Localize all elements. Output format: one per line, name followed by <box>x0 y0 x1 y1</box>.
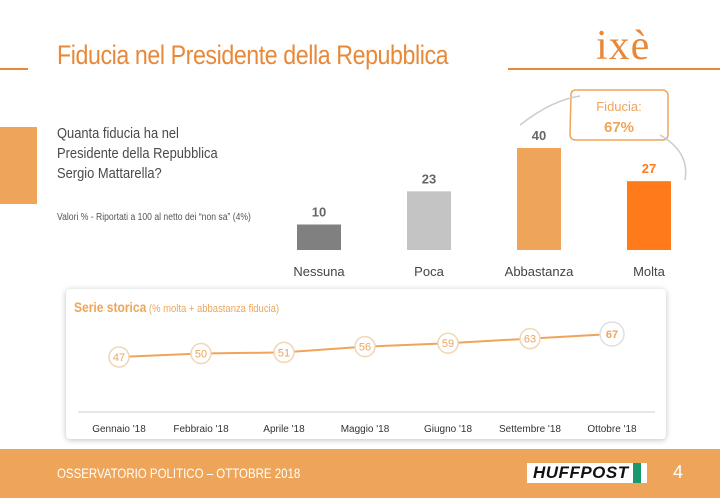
ixe-logo: ixè <box>596 23 651 69</box>
bar-poca <box>407 191 451 250</box>
serie-x-label: Maggio '18 <box>341 424 390 435</box>
serie-x-label: Febbraio '18 <box>173 424 229 435</box>
bar-category-label: Poca <box>414 264 444 279</box>
serie-point <box>108 346 130 368</box>
bar-value-label: 27 <box>642 161 656 176</box>
huffpost-logo: HUFFPOST <box>527 463 647 483</box>
serie-x-label: Giugno '18 <box>424 424 472 435</box>
huffpost-wordmark: HUFFPOST <box>533 463 629 482</box>
serie-storica-title: Serie storica (% molta + abbastanza fidu… <box>74 299 279 317</box>
bar-category-label: Molta <box>633 264 666 279</box>
callout-label: Fiducia: <box>596 99 642 114</box>
title-rule-right <box>508 68 720 70</box>
serie-point-label: 50 <box>195 349 207 361</box>
bar-value-label: 10 <box>312 205 326 220</box>
serie-x-label: Aprile '18 <box>263 424 305 435</box>
serie-x-label: Ottobre '18 <box>587 424 637 435</box>
serie-point-label: 51 <box>278 347 290 359</box>
serie-point <box>519 327 541 350</box>
serie-point-label: 47 <box>113 352 125 364</box>
bar-abbastanza <box>517 148 561 250</box>
fiducia-callout-box <box>569 89 669 141</box>
side-accent-block <box>0 127 37 204</box>
callout-arc-right <box>659 134 687 181</box>
serie-x-label: Settembre '18 <box>499 424 561 435</box>
serie-point-label: 67 <box>606 329 618 341</box>
bar-value-label: 23 <box>422 171 436 186</box>
serie-title-main: Serie storica <box>74 299 147 315</box>
serie-point <box>354 335 376 358</box>
serie-storica-panel <box>66 289 666 439</box>
bar-category-label: Abbastanza <box>505 264 574 279</box>
serie-point <box>190 342 212 365</box>
bar-nessuna <box>297 224 341 250</box>
question-line-2: Presidente della Repubblica <box>57 145 218 162</box>
callout-arc-left <box>519 95 581 126</box>
bar-category-label: Nessuna <box>293 264 345 279</box>
title-rule-left <box>0 68 28 70</box>
serie-x-label: Gennaio '18 <box>92 424 146 435</box>
question-line-1: Quanta fiducia ha nel <box>57 125 179 142</box>
serie-point-label: 63 <box>524 334 536 346</box>
bar-molta <box>627 181 671 250</box>
survey-question: Quanta fiducia ha nel Presidente della R… <box>57 124 218 184</box>
footer-text: OSSERVATORIO POLITICO – OTTOBRE 2018 <box>57 465 301 481</box>
bar-value-label: 40 <box>532 128 546 143</box>
serie-title-sub: (% molta + abbastanza fiducia) <box>146 303 280 315</box>
callout-value: 67% <box>604 119 634 136</box>
serie-point <box>273 341 295 364</box>
serie-point <box>437 332 459 354</box>
values-note: Valori % - Riportati a 100 al netto dei … <box>57 212 251 223</box>
question-line-3: Sergio Mattarella? <box>57 165 162 182</box>
serie-point-label: 56 <box>359 342 371 354</box>
serie-point <box>599 321 625 347</box>
page-title: Fiducia nel Presidente della Repubblica <box>57 40 449 70</box>
page-number: 4 <box>673 462 684 482</box>
huffpost-mark-icon <box>632 463 641 483</box>
serie-point-label: 59 <box>442 338 454 350</box>
